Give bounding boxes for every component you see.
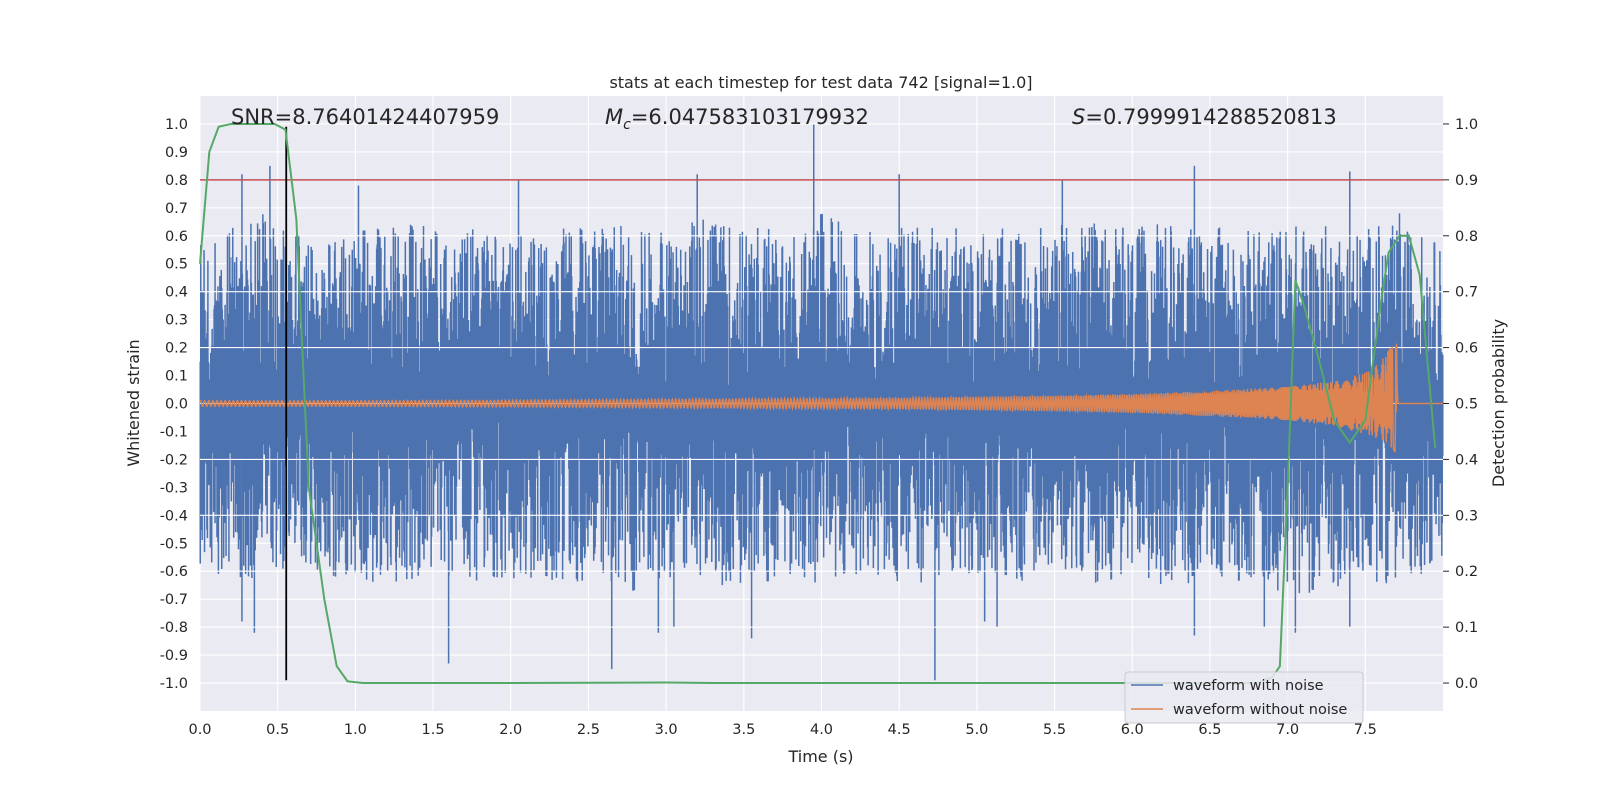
- x-tick-label: 1.0: [344, 722, 367, 738]
- chirp-mass-subscript: c: [623, 117, 631, 133]
- y-right-tick-label: 0.0: [1455, 676, 1478, 692]
- y-tick-label: 0.6: [165, 229, 188, 245]
- y-right-tick-label: 0.9: [1455, 173, 1478, 189]
- y-tick-label: 0.5: [165, 257, 188, 273]
- x-tick-label: 3.0: [655, 722, 678, 738]
- s-symbol: S: [1072, 105, 1085, 129]
- x-tick-label: 2.5: [577, 722, 600, 738]
- y-tick-label: -0.4: [160, 508, 188, 524]
- x-axis-label: Time (s): [787, 747, 853, 766]
- y-tick-label: -0.9: [160, 648, 188, 664]
- y-axis-label: Whitened strain: [124, 339, 143, 466]
- y-tick-label: -0.2: [160, 452, 188, 468]
- x-tick-label: 5.0: [965, 722, 988, 738]
- chirp-mass-value: =6.047583103179932: [631, 105, 869, 129]
- x-tick-label: 3.5: [732, 722, 755, 738]
- y-right-tick-label: 0.7: [1455, 285, 1478, 301]
- chirp-mass-annotation: Mc=6.047583103179932: [605, 105, 869, 133]
- y-right-tick-label: 0.1: [1455, 620, 1478, 636]
- x-tick-label: 7.0: [1276, 722, 1299, 738]
- y-right-tick-label: 0.3: [1455, 508, 1478, 524]
- x-tick-label: 5.5: [1043, 722, 1066, 738]
- x-tick-label: 4.5: [888, 722, 911, 738]
- y-tick-label: -0.8: [160, 620, 188, 636]
- x-tick-label: 7.5: [1354, 722, 1377, 738]
- x-tick-label: 6.0: [1121, 722, 1144, 738]
- ticks-layer: 0.0 0.5 1.0 1.5 2.0 2.5 3.0 3.5 4.0 4.5 5.0 5.5 6.0 6…: [160, 117, 1478, 738]
- chart-title: stats at each timestep for test data 742…: [609, 73, 1032, 92]
- y-tick-label: 0.4: [165, 285, 188, 301]
- chirp-mass-symbol: M: [605, 105, 623, 129]
- x-tick-label: 2.0: [499, 722, 522, 738]
- y-right-tick-label: 0.4: [1455, 452, 1478, 468]
- x-tick-label: 6.5: [1198, 722, 1221, 738]
- snr-annotation: SNR=8.76401424407959: [231, 105, 499, 129]
- series-detection-probability: [199, 122, 1437, 685]
- y-tick-label: 0.3: [165, 313, 188, 329]
- legend-box: [1124, 671, 1364, 724]
- y-right-tick-label: 0.2: [1455, 564, 1478, 580]
- y-tick-label: -0.5: [160, 536, 188, 552]
- y-tick-label: 0.9: [165, 145, 188, 161]
- x-tick-label: 4.0: [810, 722, 833, 738]
- y-tick-label: 0.8: [165, 173, 188, 189]
- legend-label-clean: waveform without noise: [1173, 702, 1347, 718]
- y-tick-label: -1.0: [160, 676, 188, 692]
- y-tick-label: -0.3: [160, 480, 188, 496]
- y-tick-label: 0.0: [165, 397, 188, 413]
- y-tick-label: 0.1: [165, 369, 188, 385]
- y-right-tick-label: 0.5: [1455, 397, 1478, 413]
- data-layer: [199, 122, 1444, 685]
- y-tick-label: 0.2: [165, 341, 188, 357]
- y-tick-label: -0.1: [160, 424, 188, 440]
- y-tick-label: -0.7: [160, 592, 188, 608]
- s-value: =0.7999914288520813: [1085, 105, 1336, 129]
- legend-label-noisy: waveform with noise: [1173, 678, 1324, 694]
- y-tick-label: 0.7: [165, 201, 188, 217]
- y-right-tick-label: 1.0: [1455, 117, 1478, 133]
- legend: waveform with noise waveform without noi…: [1124, 671, 1364, 724]
- s-annotation: S=0.7999914288520813: [1072, 105, 1337, 129]
- x-tick-label: 0.0: [188, 722, 211, 738]
- y-tick-label: -0.6: [160, 564, 188, 580]
- x-tick-label: 0.5: [266, 722, 289, 738]
- x-tick-label: 1.5: [422, 722, 445, 738]
- y-right-tick-label: 0.6: [1455, 341, 1478, 357]
- y-axis-right-label: Detection probability: [1489, 319, 1508, 487]
- y-tick-label: 1.0: [165, 117, 188, 133]
- y-right-tick-label: 0.8: [1455, 229, 1478, 245]
- series-clean-waveform: [199, 343, 1443, 453]
